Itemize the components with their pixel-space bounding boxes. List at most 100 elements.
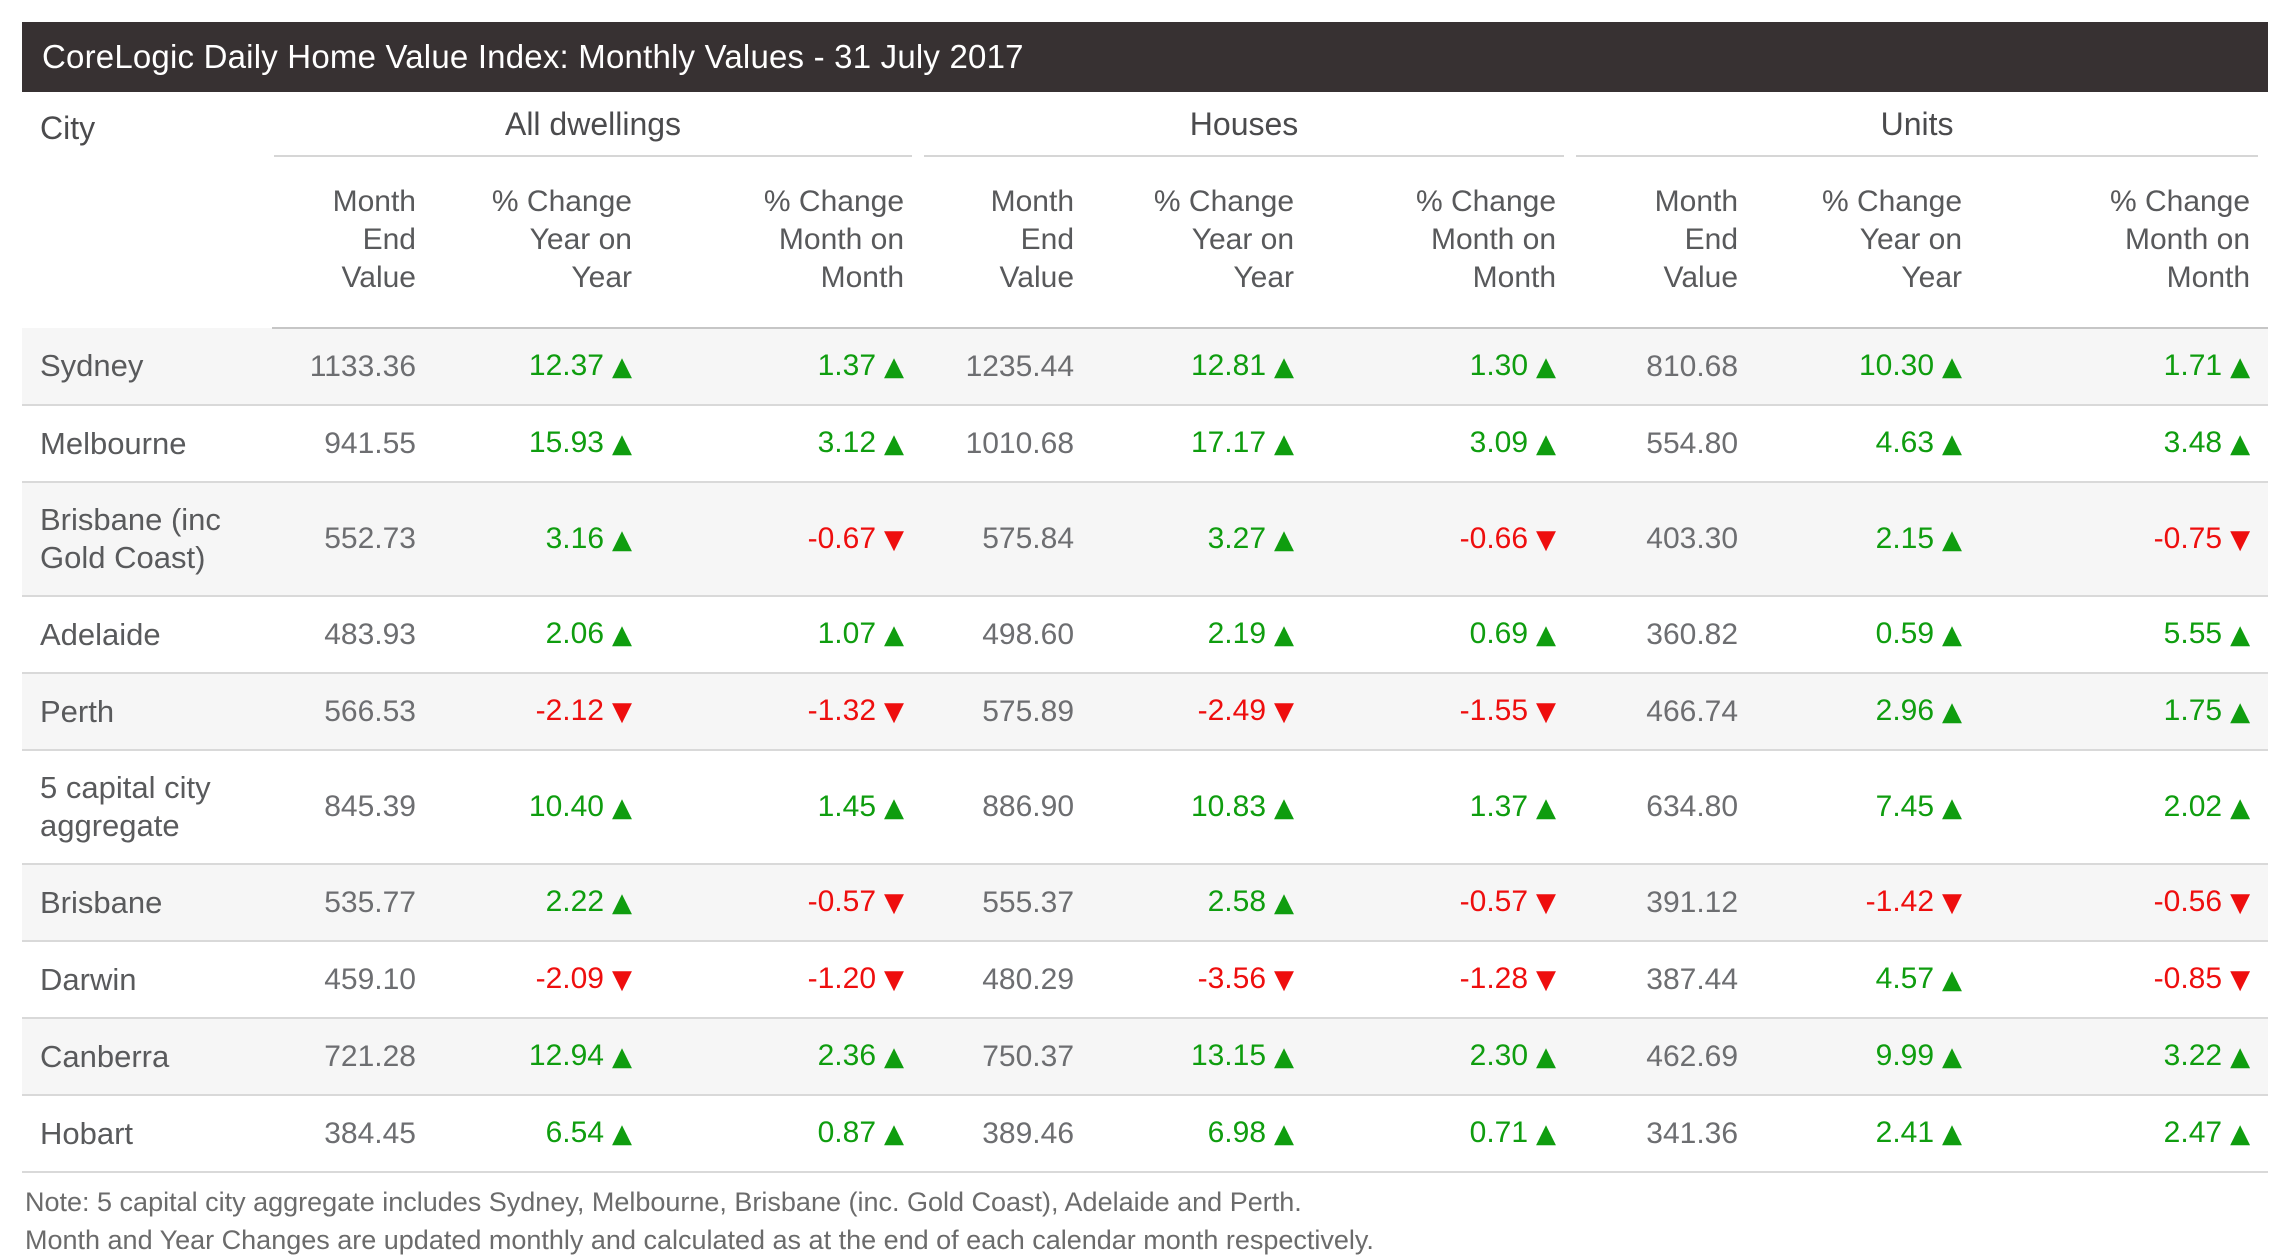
change-cell-up: 0.69 ▲ [1312, 596, 1575, 674]
change-value: 1.75 [2163, 694, 2223, 727]
change-value: 13.15 [1190, 1039, 1267, 1072]
up-arrow-icon: ▲ [1274, 888, 1295, 918]
change-value: 1.37 [1469, 789, 1529, 823]
change-cell-up: 3.27 ▲ [1092, 482, 1313, 597]
up-arrow-icon: ▲ [1942, 1042, 1963, 1072]
change-value: 2.58 [1207, 885, 1267, 918]
change-value: 6.98 [1207, 1116, 1267, 1149]
change-cell-up: 12.81 ▲ [1092, 328, 1313, 406]
month-end-value-cell: 886.90 [922, 750, 1093, 865]
change-cell-up: 1.30 ▲ [1312, 328, 1575, 406]
change-value: -1.32 [807, 694, 877, 727]
up-arrow-icon: ▲ [1536, 792, 1557, 823]
city-cell: Perth [22, 673, 272, 751]
change-value: 2.41 [1875, 1116, 1935, 1149]
change-cell-up: 4.57 ▲ [1756, 941, 1981, 1019]
footnotes: Note: 5 capital city aggregate includes … [22, 1173, 2268, 1259]
change-value: 17.17 [1190, 426, 1267, 459]
change-value: 2.02 [2163, 789, 2223, 823]
up-arrow-icon: ▲ [2230, 697, 2251, 727]
change-cell-up: 2.19 ▲ [1092, 596, 1313, 674]
change-cell-up: 5.55 ▲ [1980, 596, 2269, 674]
change-cell-down: -2.12 ▼ [434, 673, 650, 751]
change-cell-up: 1.37 ▲ [1312, 750, 1575, 865]
group-label-units: Units [1576, 106, 2259, 157]
table-row: Adelaide 483.93 2.06 ▲ 1.07 ▲ 498.60 2.19 ▲ 0.69 ▲… [22, 596, 2269, 674]
change-value: 2.36 [817, 1039, 877, 1072]
up-arrow-icon: ▲ [2230, 1119, 2251, 1149]
change-value: 9.99 [1875, 1039, 1935, 1072]
change-cell-up: 10.30 ▲ [1756, 328, 1981, 406]
change-cell-up: 2.47 ▲ [1980, 1095, 2269, 1173]
change-cell-down: -0.75 ▼ [1980, 482, 2269, 597]
change-value: -2.49 [1197, 694, 1267, 727]
change-value: -1.55 [1459, 694, 1529, 727]
month-end-value-cell: 634.80 [1574, 750, 1757, 865]
group-header-houses: Houses [922, 92, 1574, 157]
change-value: 5.55 [2163, 617, 2223, 650]
change-cell-up: 6.98 ▲ [1092, 1095, 1313, 1173]
change-cell-up: 2.30 ▲ [1312, 1018, 1575, 1096]
month-end-value-cell: 566.53 [272, 673, 434, 751]
down-arrow-icon: ▼ [612, 697, 632, 727]
change-value: 2.06 [545, 617, 604, 650]
group-label-houses: Houses [924, 106, 1565, 157]
group-label-all-dwellings: All dwellings [274, 106, 913, 157]
change-cell-up: 4.63 ▲ [1756, 405, 1981, 483]
table-row: Darwin 459.10 -2.09 ▼ -1.20 ▼ 480.29 -3.56 ▼ -1.2… [22, 941, 2269, 1019]
change-value: 0.69 [1469, 617, 1529, 650]
change-cell-up: 2.22 ▲ [434, 864, 650, 942]
footnote-update-frequency: Month and Year Changes are updated month… [25, 1225, 1374, 1255]
home-value-index-table: City All dwellings Houses Units Month En… [22, 92, 2269, 1173]
up-arrow-icon: ▲ [612, 352, 632, 382]
down-arrow-icon: ▼ [2230, 888, 2251, 918]
month-end-value-cell: 480.29 [922, 941, 1093, 1019]
up-arrow-icon: ▲ [1536, 352, 1557, 382]
change-cell-down: -0.57 ▼ [1312, 864, 1575, 942]
change-cell-down: -2.49 ▼ [1092, 673, 1313, 751]
change-cell-up: 2.58 ▲ [1092, 864, 1313, 942]
up-arrow-icon: ▲ [612, 1042, 632, 1072]
change-cell-up: 3.22 ▲ [1980, 1018, 2269, 1096]
change-cell-up: 1.75 ▲ [1980, 673, 2269, 751]
change-value: 10.40 [528, 789, 604, 823]
down-arrow-icon: ▼ [884, 965, 905, 995]
group-header-all-dwellings: All dwellings [272, 92, 922, 157]
change-cell-down: -0.56 ▼ [1980, 864, 2269, 942]
city-cell: Canberra [22, 1018, 272, 1096]
up-arrow-icon: ▲ [1942, 1119, 1963, 1149]
up-arrow-icon: ▲ [612, 792, 632, 823]
change-cell-down: -1.32 ▼ [650, 673, 923, 751]
change-cell-down: -1.55 ▼ [1312, 673, 1575, 751]
table-header: City All dwellings Houses Units Month En… [22, 92, 2269, 329]
change-value: -0.67 [807, 521, 877, 555]
up-arrow-icon: ▲ [1536, 1119, 1557, 1149]
change-cell-up: 1.07 ▲ [650, 596, 923, 674]
change-cell-up: 15.93 ▲ [434, 405, 650, 483]
change-value: 1.07 [817, 617, 877, 650]
change-cell-up: 0.59 ▲ [1756, 596, 1981, 674]
change-cell-up: 1.37 ▲ [650, 328, 923, 406]
group-header-row: City All dwellings Houses Units [22, 92, 2268, 157]
down-arrow-icon: ▼ [2230, 965, 2251, 995]
change-value: 1.71 [2163, 349, 2223, 382]
change-value: 2.47 [2163, 1116, 2223, 1149]
change-cell-up: 1.71 ▲ [1980, 328, 2269, 406]
change-cell-down: -1.28 ▼ [1312, 941, 1575, 1019]
change-cell-up: 7.45 ▲ [1756, 750, 1981, 865]
city-cell: Melbourne [22, 405, 272, 483]
month-end-value-cell: 810.68 [1574, 328, 1757, 406]
change-value: 2.22 [545, 885, 604, 918]
up-arrow-icon: ▲ [1536, 429, 1557, 459]
up-arrow-icon: ▲ [612, 524, 632, 555]
change-value: 0.87 [817, 1116, 877, 1149]
month-end-value-cell: 721.28 [272, 1018, 434, 1096]
table-row: Hobart 384.45 6.54 ▲ 0.87 ▲ 389.46 6.98 ▲ 0.71 ▲ 34… [22, 1095, 2269, 1173]
change-value: 3.09 [1469, 426, 1529, 459]
month-end-value-cell: 1133.36 [272, 328, 434, 406]
change-cell-up: 17.17 ▲ [1092, 405, 1313, 483]
sub-header-month-end-value: Month End Value [922, 157, 1093, 329]
sub-header-change-yoy: % Change Year on Year [1756, 157, 1981, 329]
up-arrow-icon: ▲ [612, 620, 632, 650]
change-value: 3.12 [817, 426, 877, 459]
